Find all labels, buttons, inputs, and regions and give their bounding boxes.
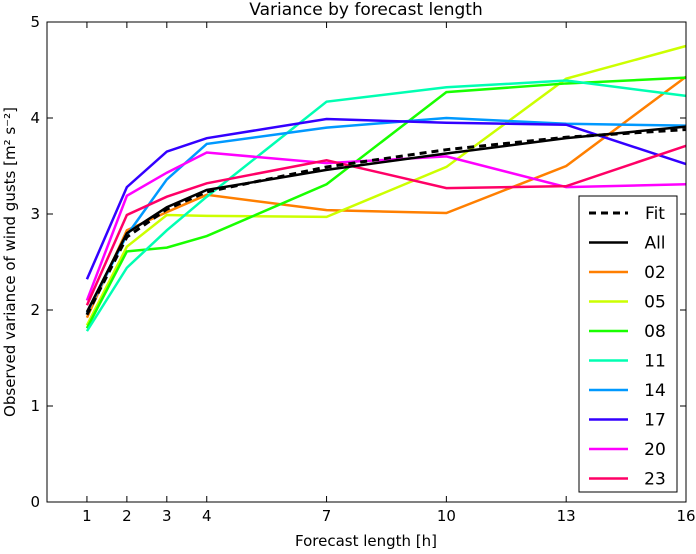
y-tick-label: 5 [30,13,40,31]
series-line-fit [85,128,687,316]
x-tick-label: 13 [557,507,576,525]
legend-label: 23 [644,470,666,490]
legend-label: All [644,234,665,254]
series-line-20 [85,151,687,301]
legend-label: 02 [644,263,666,283]
x-tick-label: 3 [162,507,172,525]
x-tick-label: 10 [437,507,456,525]
series-line-08 [85,76,687,329]
y-tick-label: 1 [30,397,40,415]
series-line-17 [85,117,687,280]
series-lines [85,44,687,332]
plot-frame [46,21,687,503]
y-tick-label: 4 [30,109,40,127]
legend-label: Fit [645,204,665,224]
x-tick-label: 16 [676,507,695,525]
y-tick-label: 0 [30,493,40,511]
legend-box [578,195,678,493]
series-line-14 [85,116,687,314]
chart-title: Variance by forecast length [249,0,482,20]
y-tick-label: 2 [30,301,40,319]
legend-label: 20 [644,440,666,460]
legend-label: 11 [644,352,666,372]
y-axis-label: Observed variance of wind gusts [m² s⁻²] [1,107,19,417]
legend-label: 17 [644,411,666,431]
legend-label: 08 [644,322,666,342]
legend-label: 14 [644,381,666,401]
series-line-11 [85,79,687,332]
legend: Fit All 02 05 08 11 14 17 20 23 [578,195,678,493]
legend-label: 05 [644,293,666,313]
x-tick-label: 4 [202,507,212,525]
x-axis-label: Forecast length [h] [295,532,437,550]
x-tick-label: 2 [122,507,132,525]
x-tick-label: 7 [322,507,332,525]
x-tick-label: 1 [82,507,92,525]
series-line-23 [85,144,687,306]
y-tick-label: 3 [30,205,40,223]
series-line-05 [85,44,687,326]
